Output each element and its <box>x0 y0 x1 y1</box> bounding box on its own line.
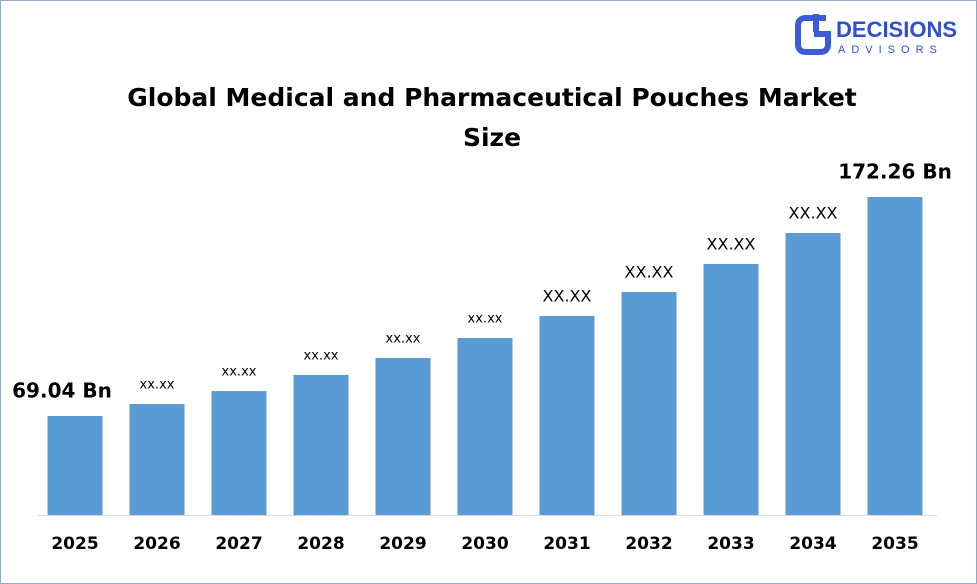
data-label: xx.xx <box>386 331 421 346</box>
data-label: xx.xx <box>140 377 175 392</box>
logo-tagline: ADVISORS <box>838 44 943 56</box>
bar <box>539 315 595 515</box>
x-tick-label: 2033 <box>707 534 754 554</box>
x-tick-label: 2027 <box>215 534 262 554</box>
bar <box>867 197 923 515</box>
bar <box>375 357 431 515</box>
bar <box>457 338 513 515</box>
data-label: XX.XX <box>543 286 592 305</box>
x-tick-label: 2028 <box>297 534 344 554</box>
bar <box>293 374 349 515</box>
data-label: XX.XX <box>707 234 756 253</box>
x-tick-label: 2026 <box>133 534 180 554</box>
bar <box>785 232 841 516</box>
bar <box>129 403 185 515</box>
x-tick-label: 2025 <box>51 534 98 554</box>
x-tick-label: 2029 <box>379 534 426 554</box>
logo-name: DECISIONS <box>836 17 957 42</box>
x-tick-label: 2034 <box>789 534 836 554</box>
data-label: XX.XX <box>789 203 838 222</box>
data-label: XX.XX <box>625 262 674 281</box>
chart-title: Global Medical and Pharmaceutical Pouche… <box>127 83 857 152</box>
bar <box>621 291 677 515</box>
x-tick-label: 2030 <box>461 534 508 554</box>
data-label: xx.xx <box>222 365 257 380</box>
bar <box>211 391 267 515</box>
x-tick-label: 2035 <box>871 534 918 554</box>
data-label: xx.xx <box>304 348 339 363</box>
data-label: 172.26 Bn <box>838 160 952 184</box>
x-tick-label: 2032 <box>625 534 672 554</box>
data-label: 69.04 Bn <box>12 379 112 403</box>
data-label: xx.xx <box>468 312 503 327</box>
x-tick-label: 2031 <box>543 534 590 554</box>
logo-icon <box>795 14 831 55</box>
bar <box>703 263 759 515</box>
bar <box>47 416 103 515</box>
